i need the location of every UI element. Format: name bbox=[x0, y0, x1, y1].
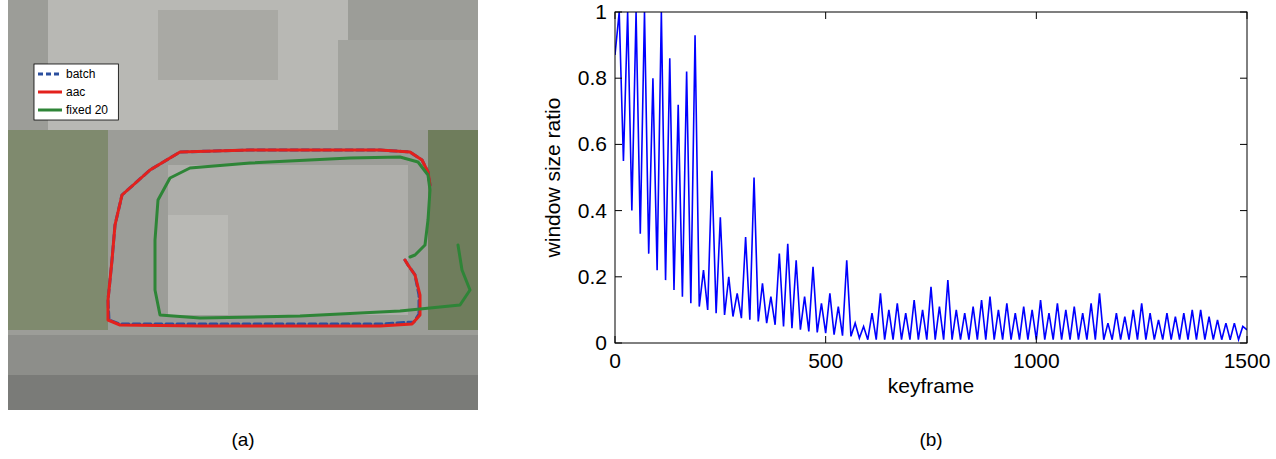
x-tick bbox=[1036, 336, 1037, 343]
y-tick bbox=[615, 210, 622, 211]
y-tick bbox=[1240, 276, 1247, 277]
y-tick bbox=[1240, 144, 1247, 145]
legend-swatch bbox=[38, 109, 62, 112]
y-tick-label: 0.6 bbox=[578, 132, 607, 155]
legend-label: fixed 20 bbox=[66, 103, 108, 117]
legend-box bbox=[34, 64, 118, 120]
y-tick bbox=[1240, 343, 1247, 344]
y-tick bbox=[615, 144, 622, 145]
aerial-patch bbox=[158, 10, 278, 80]
y-tick bbox=[615, 276, 622, 277]
aerial-patch bbox=[168, 215, 228, 315]
x-axis-title: keyframe bbox=[888, 374, 974, 397]
aerial-ground bbox=[8, 0, 478, 410]
x-tick bbox=[1247, 336, 1248, 343]
panel-b: 0 500 1000 1500 0 0.2 0.4 0.6 0.8 1 keyframe window… bbox=[541, 0, 1270, 397]
y-tick-label: 0.4 bbox=[578, 199, 608, 222]
figure: batch aac fixed 20 (a) 0 500 1000 1500 0 0.2 0.4 0.… bbox=[0, 0, 1276, 459]
x-tick-label: 1000 bbox=[1013, 349, 1060, 372]
aerial-patch bbox=[8, 130, 108, 330]
x-tick bbox=[1036, 12, 1037, 19]
x-tick bbox=[825, 336, 826, 343]
x-tick bbox=[825, 12, 826, 19]
x-tick-label: 1500 bbox=[1224, 349, 1271, 372]
aerial-patch bbox=[428, 130, 478, 330]
y-tick-label: 1 bbox=[595, 0, 607, 23]
legend-swatch bbox=[38, 91, 62, 94]
aerial-patch bbox=[168, 165, 408, 315]
series-group bbox=[615, 12, 1247, 340]
x-tick bbox=[615, 12, 616, 19]
panel-a: batch aac fixed 20 bbox=[8, 0, 478, 410]
aerial-patch bbox=[338, 40, 478, 130]
y-tick bbox=[615, 78, 622, 79]
legend: batch aac fixed 20 bbox=[34, 64, 118, 120]
y-tick bbox=[1240, 210, 1247, 211]
aerial-patch bbox=[8, 375, 478, 410]
panel-caption: (b) bbox=[919, 429, 942, 450]
plot-frame bbox=[615, 12, 1247, 343]
y-axis-title: window size ratio bbox=[541, 98, 564, 259]
ratio-line bbox=[615, 12, 1247, 340]
x-tick bbox=[615, 336, 616, 343]
panel-caption: (a) bbox=[231, 429, 254, 450]
y-tick bbox=[615, 12, 622, 13]
trajectory bbox=[155, 157, 470, 318]
y-tick bbox=[1240, 12, 1247, 13]
legend-label: aac bbox=[66, 85, 85, 99]
x-tick bbox=[1247, 12, 1248, 19]
y-tick-label: 0.2 bbox=[578, 265, 607, 288]
legend-label: batch bbox=[66, 67, 95, 81]
x-tick-label: 0 bbox=[609, 349, 621, 372]
y-tick bbox=[615, 343, 622, 344]
y-tick bbox=[1240, 78, 1247, 79]
aerial-patch bbox=[8, 335, 478, 375]
y-tick-label: 0.8 bbox=[578, 66, 607, 89]
legend-swatch bbox=[38, 73, 62, 76]
trajectories bbox=[108, 150, 470, 326]
x-tick-label: 500 bbox=[808, 349, 843, 372]
y-tick-label: 0 bbox=[595, 331, 607, 354]
